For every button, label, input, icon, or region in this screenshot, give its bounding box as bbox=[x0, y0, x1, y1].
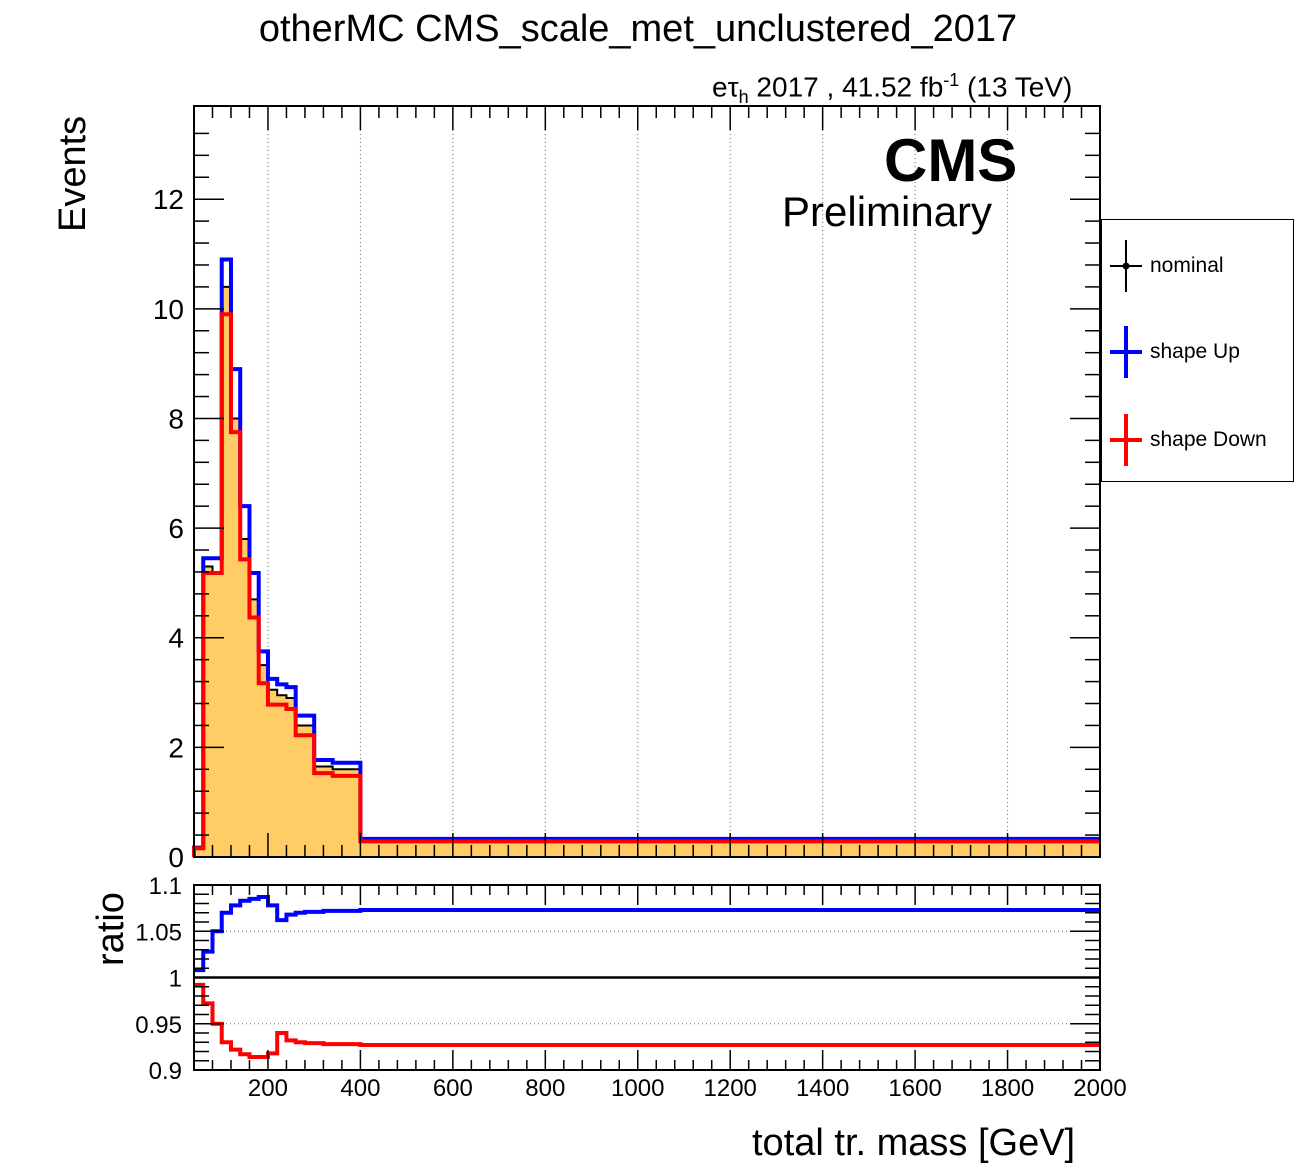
lumi-label: eτh 2017 , 41.52 fb-1 (13 TeV) bbox=[712, 70, 1072, 108]
lumi-channel: eτ bbox=[712, 71, 739, 103]
lumi-sup: -1 bbox=[943, 70, 960, 90]
ratio-y-tick-label: 1 bbox=[169, 966, 182, 993]
x-tick-label: 200 bbox=[248, 1075, 288, 1102]
x-tick-label: 1600 bbox=[888, 1075, 941, 1102]
legend-label-nominal: nominal bbox=[1150, 254, 1224, 277]
ratio-panel: 0.9 0.95 1 1.05 1.1 200 400 600 800 1000 1200 1400 1… bbox=[135, 873, 1126, 1102]
main-panel: 0 2 4 6 8 10 12 bbox=[153, 105, 1101, 873]
main-y-tick-label: 2 bbox=[168, 732, 184, 763]
x-axis-label: total tr. mass [GeV] bbox=[752, 1122, 1076, 1164]
main-y-tick-label: 6 bbox=[168, 513, 184, 544]
series-shape-down-line bbox=[192, 312, 1100, 857]
main-y-tick-label: 10 bbox=[153, 294, 184, 325]
preliminary-label: Preliminary bbox=[782, 188, 993, 235]
main-frame bbox=[193, 105, 1101, 858]
legend-marker-shape-up bbox=[1110, 326, 1142, 378]
cms-label: CMS bbox=[884, 127, 1018, 194]
x-tick-label: 1000 bbox=[611, 1075, 664, 1102]
legend-label-shape-down: shape Down bbox=[1150, 428, 1267, 451]
ratio-y-tick-label: 0.9 bbox=[149, 1058, 182, 1085]
x-tick-label: 1400 bbox=[796, 1075, 849, 1102]
x-tick-label: 600 bbox=[433, 1075, 473, 1102]
legend-item-nominal: nominal bbox=[1102, 236, 1294, 296]
main-y-tick-label: 4 bbox=[168, 623, 184, 654]
legend: nominal shape Up shape Down bbox=[1101, 219, 1294, 482]
main-y-axis-label: Events bbox=[52, 115, 94, 232]
main-y-tick-label: 0 bbox=[168, 842, 184, 873]
lumi-energy: (13 TeV) bbox=[959, 71, 1073, 103]
legend-item-shape-down: shape Down bbox=[1102, 410, 1294, 470]
x-tick-label: 1800 bbox=[981, 1075, 1034, 1102]
main-y-tick-label: 8 bbox=[168, 403, 184, 434]
ratio-series-shape-up-line bbox=[194, 895, 1100, 973]
legend-marker-nominal bbox=[1110, 240, 1142, 292]
x-tick-label: 2000 bbox=[1073, 1075, 1126, 1102]
ratio-series-shape-down-line bbox=[194, 982, 1100, 1060]
main-y-tick-label: 12 bbox=[153, 184, 184, 215]
x-tick-label: 400 bbox=[340, 1075, 380, 1102]
legend-label-shape-up: shape Up bbox=[1150, 340, 1240, 363]
legend-item-shape-up: shape Up bbox=[1102, 322, 1294, 382]
lumi-channel-sub: h bbox=[738, 86, 749, 107]
ratio-y-axis-label: ratio bbox=[90, 892, 132, 966]
chart-title: otherMC CMS_scale_met_unclustered_2017 bbox=[258, 8, 1018, 50]
lumi-text: 2017 , 41.52 fb bbox=[748, 71, 944, 103]
x-tick-label: 1200 bbox=[704, 1075, 757, 1102]
legend-marker-shape-down bbox=[1110, 414, 1142, 466]
ratio-y-tick-label: 1.05 bbox=[135, 919, 182, 946]
ratio-y-tick-label: 1.1 bbox=[149, 873, 182, 900]
ratio-y-tick-label: 0.95 bbox=[135, 1012, 182, 1039]
x-tick-label: 800 bbox=[525, 1075, 565, 1102]
